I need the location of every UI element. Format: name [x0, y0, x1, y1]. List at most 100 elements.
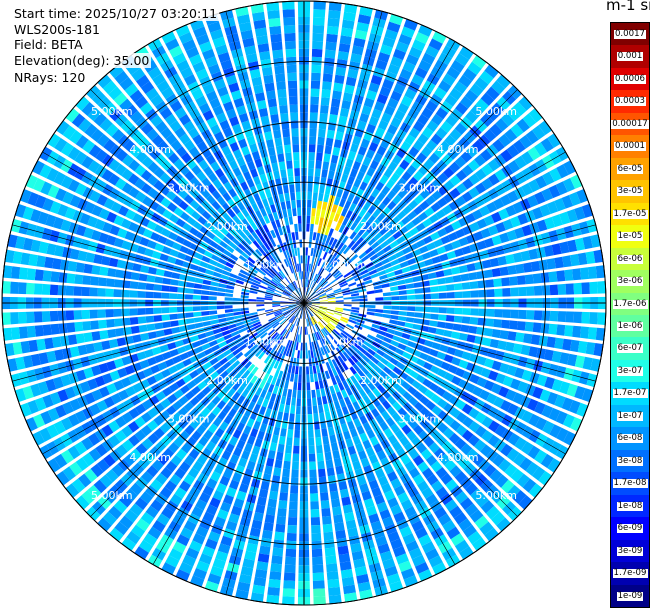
ray-cell — [336, 205, 343, 215]
ray-cell — [371, 408, 380, 418]
ray-cell — [368, 269, 378, 276]
ray-cell — [383, 305, 392, 310]
ray-cell — [500, 149, 513, 163]
ray-cell — [225, 312, 234, 318]
ray-cell — [418, 534, 432, 547]
ray-cell — [433, 86, 447, 100]
ray-cell — [383, 336, 392, 344]
ray-cell — [374, 261, 383, 269]
ray-cell — [363, 464, 373, 475]
colorbar-cell: 0.0006 — [611, 67, 649, 91]
ray-cell — [314, 168, 321, 177]
ray-cell — [312, 572, 325, 582]
ray-cell — [247, 341, 256, 350]
ray-cell — [458, 379, 469, 390]
ray-cell — [370, 74, 383, 86]
ray-cell — [120, 377, 132, 388]
ray-cell — [211, 406, 222, 416]
azimuth-spoke — [303, 41, 456, 304]
ray-cell — [287, 524, 297, 534]
ray-cell — [353, 272, 362, 279]
ray-cell — [212, 362, 222, 371]
ray-cell — [193, 289, 202, 295]
ray-cell — [251, 366, 259, 375]
ray-cell — [492, 138, 505, 152]
ray-cell — [396, 320, 406, 327]
ray-cell — [218, 257, 227, 265]
ray-cell — [316, 331, 321, 340]
ray-cell — [383, 262, 392, 270]
ray-cell — [314, 284, 321, 292]
ray-cell — [305, 255, 308, 264]
ray-cell — [473, 231, 484, 241]
ray-cell — [559, 381, 571, 395]
ray-cell — [312, 580, 325, 589]
ray-cell — [273, 129, 282, 139]
ray-cell — [201, 177, 212, 188]
ray-cell — [109, 370, 120, 381]
ray-cell — [192, 306, 201, 312]
ray-cell — [295, 406, 301, 415]
ray-cell — [216, 366, 226, 375]
ray-cell — [274, 531, 285, 541]
ray-cell — [161, 246, 172, 255]
ray-cell — [287, 429, 294, 438]
ray-cell — [370, 356, 380, 365]
ray-cell — [57, 310, 67, 321]
ray-cell — [528, 483, 543, 498]
ray-cell — [290, 293, 298, 299]
ray-cell — [293, 281, 298, 289]
colorbar-tick-label: 6e-05 — [616, 163, 644, 174]
ray-cell — [319, 184, 326, 194]
ray-cell — [461, 164, 474, 177]
ray-cell — [368, 116, 379, 127]
ray-cell — [276, 244, 283, 253]
ray-cell — [176, 252, 187, 260]
ray-cell — [263, 215, 271, 224]
ray-cell — [357, 146, 367, 156]
ray-cell — [402, 205, 413, 215]
ray-cell — [383, 464, 395, 475]
colorbar-cell: 6e-06 — [611, 247, 649, 271]
ray-cell — [458, 74, 473, 88]
ray-cell — [253, 511, 264, 522]
ray-cell — [258, 330, 266, 337]
ray-cell — [443, 427, 455, 439]
ray-cell — [316, 452, 324, 462]
ray-cell — [430, 393, 441, 404]
ray-cell — [339, 398, 346, 408]
ray-cell — [282, 291, 290, 297]
ray-cell — [267, 450, 276, 460]
ray-cell — [477, 458, 491, 472]
ray-cell — [375, 181, 385, 192]
ray-cell — [229, 327, 238, 333]
ray-cell — [411, 248, 422, 257]
ray-cell — [310, 96, 320, 105]
ray-cell — [307, 199, 312, 208]
ray-cell — [462, 370, 473, 381]
ray-cell — [426, 120, 439, 133]
ray-cell — [200, 295, 209, 300]
ray-cell — [267, 400, 275, 410]
ray-cell — [359, 295, 368, 299]
ray-cell — [167, 342, 177, 350]
ray-cell — [306, 207, 311, 216]
ray-cell — [424, 389, 435, 400]
ray-cell — [105, 309, 114, 318]
ray-cell — [270, 482, 280, 492]
ray-cell — [75, 333, 85, 344]
ray-cell — [424, 206, 435, 217]
ray-cell — [89, 287, 98, 297]
ray-cell — [458, 518, 473, 532]
ray-cell — [110, 201, 122, 213]
ray-cell — [516, 321, 526, 331]
ray-cell — [298, 288, 302, 296]
ray-cell — [246, 460, 256, 471]
ray-cell — [541, 285, 551, 296]
ray-cell — [275, 451, 284, 461]
ray-cell — [44, 256, 54, 269]
ray-cell — [2, 281, 11, 294]
ray-cell — [422, 467, 434, 480]
ray-cell — [311, 524, 321, 534]
ray-cell — [469, 242, 479, 253]
